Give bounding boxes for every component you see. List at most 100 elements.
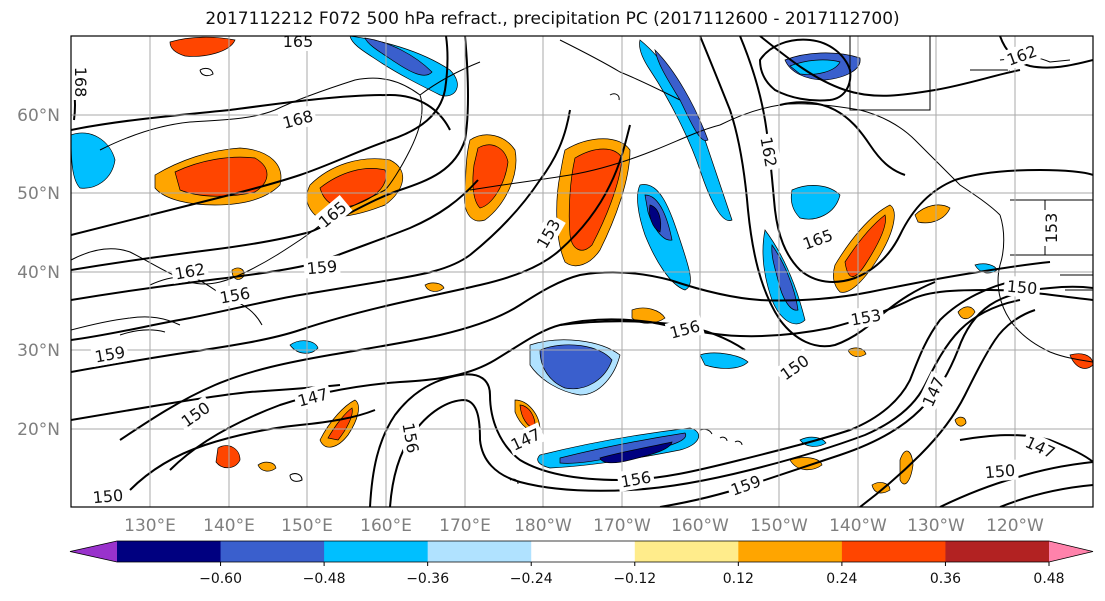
- contour-label-group: 159: [90, 341, 130, 367]
- colorbar-tick-label: −0.12: [613, 571, 656, 587]
- contour-line: [999, 36, 1093, 69]
- colorbar-extend-min: [70, 541, 117, 562]
- positive-area-east-pacific-core: [844, 214, 886, 277]
- lon-label: 160°W: [671, 516, 729, 536]
- colorbar-segment: [634, 541, 739, 562]
- colorbar-tick-label: −0.60: [199, 571, 242, 587]
- lat-label: 20°N: [17, 420, 60, 440]
- contour-label-group: 150: [981, 459, 1019, 483]
- colorbar-segment: [945, 541, 1050, 562]
- lon-label: 150°W: [750, 516, 808, 536]
- aleutian-chain: [469, 124, 721, 191]
- negative-area-gulf-east: [790, 185, 841, 220]
- hawaii-islands: [699, 428, 743, 446]
- contour-line: [959, 434, 1093, 463]
- negative-area-gulf-core: [771, 244, 799, 311]
- positive-area-hawaii-south: [789, 457, 823, 471]
- contour-label-group: 168: [71, 64, 91, 100]
- contour-line: [759, 36, 1021, 97]
- colorbar: −0.60 −0.48 −0.36 −0.24 −0.12 0.12 0.24 0.36 0.4…: [69, 540, 1094, 587]
- lon-label: 160°E: [360, 516, 412, 536]
- colorbar-tick-label: −0.24: [510, 571, 553, 587]
- negative-area-subtropics-core: [539, 344, 613, 390]
- contour-labels: 165 168 168 165 162 159 156 153 156 150 …: [71, 32, 1061, 507]
- positive-area-small-2: [257, 461, 277, 472]
- contour-label-group: 159: [303, 255, 341, 279]
- longitude-labels: 130°E 140°E 150°E 160°E 170°E 180°W 170°…: [124, 516, 1044, 536]
- colorbar-tick-label: 0.24: [826, 571, 857, 587]
- negative-area-hawaii-core: [559, 432, 687, 464]
- colorbar-segment: [324, 541, 429, 562]
- positive-area-west-subtropics: [215, 445, 241, 469]
- map-title: 2017112212 F072 500 hPa refract., precip…: [205, 9, 900, 29]
- lon-label: 140°E: [203, 516, 255, 536]
- colorbar-segment: [738, 541, 843, 562]
- contour-line: [859, 309, 1036, 507]
- contour-line: [999, 484, 1093, 507]
- contour-label-group: 150: [773, 348, 815, 386]
- negative-area-small-2: [699, 352, 749, 369]
- plot-area: 165 168 168 165 162 159 156 153 156 150 …: [71, 32, 1093, 507]
- positive-area-mexico: [871, 482, 891, 494]
- contour-label: 165: [283, 32, 314, 51]
- graticule: [71, 36, 1093, 507]
- colorbar-tick-label: 0.12: [723, 571, 754, 587]
- japan-islands: [119, 276, 263, 336]
- positive-area-kuril-core: [174, 156, 268, 197]
- colorbar-tick-label: 0.36: [930, 571, 961, 587]
- okhotsk-coast: [99, 77, 421, 151]
- contour-label: 153: [1042, 213, 1061, 244]
- colorbar-extend-max: [1049, 541, 1093, 562]
- negative-area-midpacific-peak: [649, 204, 662, 233]
- latitude-labels: 60°N 50°N 40°N 30°N 20°N: [17, 106, 60, 440]
- colorbar-tick-label: −0.36: [406, 571, 449, 587]
- contour-label-group: 165: [280, 32, 316, 51]
- contour-label-group: 156: [616, 466, 656, 492]
- positive-area-oregon: [914, 204, 951, 224]
- kamchatka-coast: [384, 61, 481, 191]
- positive-area-central-aleutian-core: [568, 148, 623, 251]
- contour-label-group: 147: [916, 371, 950, 413]
- positive-area-small-4: [954, 416, 967, 427]
- north-america-coast: [997, 214, 1093, 363]
- negative-area-hawaii-peak: [599, 441, 673, 464]
- contour-label: 159: [306, 257, 338, 279]
- lat-label: 40°N: [17, 263, 60, 283]
- contour-label: 168: [71, 67, 90, 98]
- colorbar-outline: [69, 540, 1094, 563]
- contour-label: 150: [984, 461, 1016, 483]
- colorbar-segment: [427, 541, 532, 562]
- plot-frame: [70, 35, 1094, 508]
- contour-label-group: 153: [1041, 210, 1061, 246]
- contour-label-group: 147: [292, 382, 333, 412]
- positive-area-west-coast: [957, 306, 976, 320]
- lat-label: 60°N: [17, 106, 60, 126]
- contour-label-group: 156: [664, 314, 705, 344]
- colorbar-tick-label: −0.48: [303, 571, 346, 587]
- lon-label: 130°W: [907, 516, 965, 536]
- lat-label: 30°N: [17, 341, 60, 361]
- contour-label-group: 150: [89, 484, 127, 507]
- positive-area-top: [169, 36, 236, 57]
- colorbar-segment: [531, 541, 636, 562]
- colorbar-segment: [220, 541, 325, 562]
- contour-label-group: 162: [756, 132, 782, 172]
- contour-line: [71, 36, 449, 236]
- colorbar-tick-label: 0.48: [1033, 571, 1064, 587]
- contour-label: 150: [92, 486, 124, 508]
- contour-line: [129, 409, 376, 491]
- lon-label: 130°E: [124, 516, 176, 536]
- lon-label: 170°E: [439, 516, 491, 536]
- contour-line: [758, 38, 852, 102]
- positive-area-california: [1069, 353, 1093, 369]
- colorbar-segment: [117, 541, 222, 562]
- contour-line: [119, 261, 1051, 441]
- contour-label: 150: [1006, 277, 1038, 299]
- contour-line: [71, 109, 571, 341]
- positive-area-dateline-small: [424, 282, 445, 292]
- lon-label: 170°W: [593, 516, 651, 536]
- alaska-coast: [719, 103, 1001, 216]
- negative-area-japan-sea: [71, 132, 116, 189]
- lon-label: 120°W: [986, 516, 1044, 536]
